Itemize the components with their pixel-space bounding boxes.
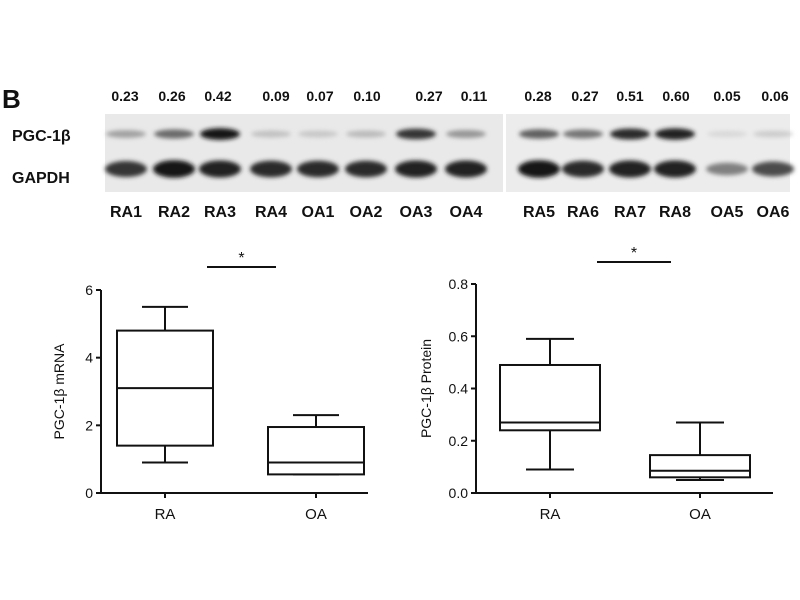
ratio-value: 0.23: [111, 88, 138, 104]
lane-label: OA1: [302, 204, 335, 221]
y-tick-label: 0.4: [449, 381, 469, 397]
y-tick-label: 0: [85, 485, 93, 501]
gapdh-band: [297, 160, 339, 178]
pgc-band: [446, 129, 486, 139]
gapdh-band: [562, 160, 604, 178]
gapdh-band: [105, 161, 147, 177]
pgc-band: [154, 129, 194, 139]
ratio-value: 0.42: [204, 88, 231, 104]
row-label-gapdh: GAPDH: [12, 170, 70, 187]
blot-image: [105, 114, 794, 192]
significance-marker: *: [631, 245, 637, 262]
lane-label: RA8: [659, 204, 691, 221]
gapdh-band: [199, 160, 241, 178]
pgc-band: [707, 130, 747, 138]
y-tick-label: 4: [85, 350, 93, 366]
lane-label: OA4: [450, 204, 483, 221]
ratio-value: 0.06: [761, 88, 788, 104]
pgc-bands: [106, 128, 793, 140]
gapdh-band: [153, 160, 195, 178]
lane-label: RA7: [614, 204, 646, 221]
protein-box-plot: 0.0 0.2 0.4 0.6 0.8 RA OA PGC-1β Protein *: [418, 245, 773, 523]
lane-label: OA5: [711, 204, 744, 221]
lane-labels: RA1 RA2 RA3 RA4 OA1 OA2 OA3 OA4 RA5 RA6 RA7 RA8 OA5 O…: [110, 204, 790, 221]
ratio-value: 0.28: [524, 88, 551, 104]
y-tick-label: 6: [85, 282, 93, 298]
pgc-band: [655, 128, 695, 140]
pgc-band: [519, 129, 559, 139]
gapdh-band: [752, 161, 794, 177]
mrna-box-plot: 0 2 4 6 RA OA PGC-1β mRNA *: [51, 250, 368, 523]
ratio-value: 0.09: [262, 88, 289, 104]
lane-label: RA5: [523, 204, 555, 221]
ratio-value: 0.11: [461, 88, 488, 104]
pgc-band: [251, 130, 291, 138]
ratio-value: 0.07: [306, 88, 333, 104]
lane-label: OA3: [400, 204, 433, 221]
y-tick-label: 0.0: [449, 485, 469, 501]
gapdh-band: [250, 160, 292, 178]
ratio-value: 0.26: [158, 88, 185, 104]
blot-strip-left: [105, 114, 503, 192]
pgc-band: [298, 130, 338, 138]
ratio-value: 0.10: [353, 88, 380, 104]
lane-label: RA1: [110, 204, 142, 221]
pgc-band: [200, 128, 240, 140]
gapdh-band: [518, 160, 560, 178]
y-tick-label: 2: [85, 417, 93, 433]
gapdh-band: [345, 160, 387, 178]
y-axis-label: PGC-1β mRNA: [51, 343, 67, 440]
lane-label: RA4: [255, 204, 287, 221]
category-label: OA: [689, 506, 711, 523]
category-label: RA: [540, 506, 561, 523]
gapdh-band: [445, 160, 487, 178]
ratio-values: 0.23 0.26 0.42 0.09 0.07 0.10 0.27 0.11 0.28 0.27…: [111, 88, 788, 104]
pgc-band: [563, 129, 603, 139]
lane-label: OA2: [350, 204, 383, 221]
pgc-band: [396, 128, 436, 140]
y-tick-label: 0.6: [449, 328, 469, 344]
significance-marker: *: [238, 250, 244, 267]
ratio-value: 0.05: [713, 88, 740, 104]
lane-label: RA2: [158, 204, 190, 221]
blot-strip-right: [506, 114, 790, 192]
y-tick-label: 0.2: [449, 433, 469, 449]
lane-label: RA3: [204, 204, 236, 221]
iqr-box: [649, 454, 751, 479]
pgc-band: [753, 130, 793, 138]
ratio-value: 0.27: [571, 88, 598, 104]
pgc-band: [346, 130, 386, 138]
row-label-pgc: PGC-1β: [12, 128, 71, 145]
gapdh-band: [395, 160, 437, 178]
panel-label: B: [2, 84, 21, 114]
gapdh-band: [609, 160, 651, 178]
pgc-band: [106, 130, 146, 138]
gapdh-band: [654, 160, 696, 178]
category-label: RA: [155, 506, 176, 523]
iqr-box: [499, 363, 601, 432]
category-label: OA: [305, 506, 327, 523]
gapdh-bands: [105, 160, 794, 178]
iqr-box: [267, 426, 365, 476]
y-axis-label: PGC-1β Protein: [418, 339, 434, 438]
lane-label: RA6: [567, 204, 599, 221]
y-tick-label: 0.8: [449, 276, 469, 292]
gapdh-band: [706, 162, 748, 176]
ratio-value: 0.27: [415, 88, 442, 104]
lane-label: OA6: [757, 204, 790, 221]
ratio-value: 0.51: [616, 88, 643, 104]
ratio-value: 0.60: [662, 88, 689, 104]
pgc-band: [610, 128, 650, 140]
